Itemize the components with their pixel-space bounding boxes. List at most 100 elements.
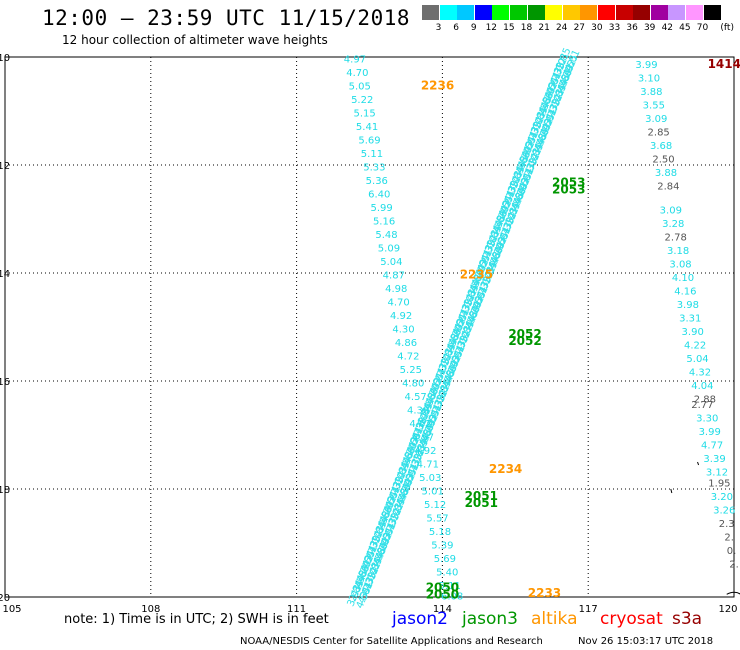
track-time-label: 2236 — [421, 78, 454, 92]
east-track-value: 5.04 — [686, 354, 708, 365]
altika-track-value: 5.01 — [422, 486, 444, 497]
track-time-label: 2053 — [552, 183, 585, 197]
legend-unit: (ft) — [720, 23, 734, 33]
east-track-value: 2. — [724, 532, 734, 543]
legend-label: 15 — [503, 23, 515, 33]
track-time-label: 2234 — [489, 462, 522, 476]
lon-tick-label: 108 — [141, 604, 160, 615]
legend-label: 18 — [520, 23, 533, 33]
east-track-value: 4.16 — [674, 287, 696, 298]
legend-swatch — [527, 5, 546, 20]
lon-tick-label: 105 — [2, 604, 21, 615]
footer-note: note: 1) Time is in UTC; 2) SWH is in fe… — [64, 612, 329, 627]
east-track-value: 2.50 — [652, 154, 674, 165]
altika-track-value: 5.99 — [371, 203, 393, 214]
east-track-value: 3.88 — [655, 168, 677, 179]
east-track-value: 4.04 — [691, 381, 713, 392]
legend-swatch — [492, 5, 511, 20]
east-track-value: 2.88 — [694, 395, 716, 406]
east-track-value: 3.10 — [638, 73, 660, 84]
graticule — [5, 57, 734, 597]
coastline — [726, 591, 740, 595]
track-time-label: 2050 — [426, 581, 459, 595]
legend-label: 6 — [453, 23, 459, 33]
east-track-value: 3.55 — [643, 100, 665, 111]
legend-label: 45 — [679, 23, 691, 33]
track-time-label: 1414 — [708, 57, 740, 71]
altika-track-value: 6.08 — [441, 592, 463, 603]
altika-track-value: 5.03 — [419, 473, 441, 484]
legend-swatch — [668, 5, 687, 20]
altika-track-value: 5.16 — [373, 216, 395, 227]
east-track-value: 0. — [727, 546, 737, 557]
map-subtitle: 12 hour collection of altimeter wave hei… — [62, 33, 328, 47]
altika-track-value: 5.57 — [426, 513, 448, 524]
east-track-value: 4.22 — [684, 341, 706, 352]
altika-track-value: 4.57 — [405, 392, 427, 403]
sat-label-jason3: jason3 — [462, 609, 518, 629]
altika-track-value: 5.33 — [363, 162, 385, 173]
east-track-value: 3.12 — [706, 468, 728, 479]
east-track-value: 2.3 — [719, 519, 735, 530]
altika-track-value: 5.40 — [436, 567, 458, 578]
east-track-value: 3.98 — [677, 300, 699, 311]
altika-track-value: 4.97 — [344, 54, 366, 65]
legend-swatch — [422, 5, 440, 20]
track-time-label: 2235 — [460, 267, 493, 281]
altika-track-value: 4.70 — [346, 68, 368, 79]
sat-label-s3a: s3a — [672, 609, 703, 629]
legend-label: 70 — [696, 23, 709, 33]
altika-track-value: 5.11 — [361, 149, 383, 160]
altika-track-value: 6.40 — [368, 189, 390, 200]
coastline — [697, 461, 700, 466]
legend-swatch — [439, 5, 458, 20]
map-title: 12:00 – 23:59 UTC 11/15/2018 — [42, 6, 411, 30]
lat-tick-label: -16 — [0, 377, 10, 388]
legend-swatch — [474, 5, 493, 20]
track-time-label: 2052 — [508, 327, 541, 341]
sat-label-altika: altika — [531, 609, 578, 629]
legend-swatch — [703, 5, 722, 20]
east-track-value: 4.77 — [701, 441, 723, 452]
legend-label: 36 — [626, 23, 638, 33]
sat-label-jason2: jason2 — [392, 609, 448, 629]
east-track-value: 3.88 — [640, 87, 662, 98]
legend-swatch — [633, 5, 652, 20]
east-track-value: 3.68 — [650, 141, 672, 152]
east-track-value: 3.28 — [662, 219, 684, 230]
legend-swatch — [457, 5, 476, 20]
legend-label: 21 — [538, 23, 550, 33]
altika-track-value: 4.87 — [383, 270, 405, 281]
altika-track-value: 5.15 — [354, 108, 376, 119]
altika-track-value: 4.86 — [395, 338, 417, 349]
track-time-label: 2051 — [465, 489, 498, 503]
altika-track-value: 5.22 — [351, 95, 373, 106]
east-track-value: 3.18 — [667, 246, 689, 257]
track-time-label: 2051 — [465, 496, 498, 510]
sat-label-cryosat: cryosat — [600, 609, 663, 629]
east-track-value: 3.30 — [696, 414, 718, 425]
lat-tick-label: -10 — [0, 53, 10, 64]
legend-label: 33 — [608, 23, 621, 33]
altika-track-value: 4.80 — [402, 378, 424, 389]
altika-track-value: 5.12 — [424, 500, 446, 511]
east-track-value: 3.31 — [679, 314, 701, 325]
east-track-value: 3.20 — [711, 492, 733, 503]
altika-track-value: 5.09 — [378, 243, 400, 254]
legend-swatch — [545, 5, 564, 20]
east-track-value: 3.26 — [713, 505, 735, 516]
altika-track-value: 4.57 — [412, 432, 434, 443]
altika-track-value: 5.25 — [400, 365, 422, 376]
altimeter-tracks: 2.854.013.014.554.123.924.354.203.774.66… — [344, 46, 740, 610]
track-time-label: 2053 — [552, 176, 585, 190]
map-frame — [4, 56, 735, 598]
east-track-value: 2.78 — [665, 233, 687, 244]
altika-track-value: 5.05 — [349, 81, 371, 92]
altika-track-value: 5.18 — [429, 527, 451, 538]
lat-tick-label: -14 — [0, 269, 10, 280]
axis-labels: 105 108 111 114 117 120 -10 -12 -14 -16 -18 -20 — [0, 53, 738, 615]
legend-swatch — [650, 5, 669, 20]
east-track-value: 4.10 — [672, 273, 694, 284]
legend-swatch — [580, 5, 599, 20]
east-track-value: 3.09 — [660, 206, 682, 217]
